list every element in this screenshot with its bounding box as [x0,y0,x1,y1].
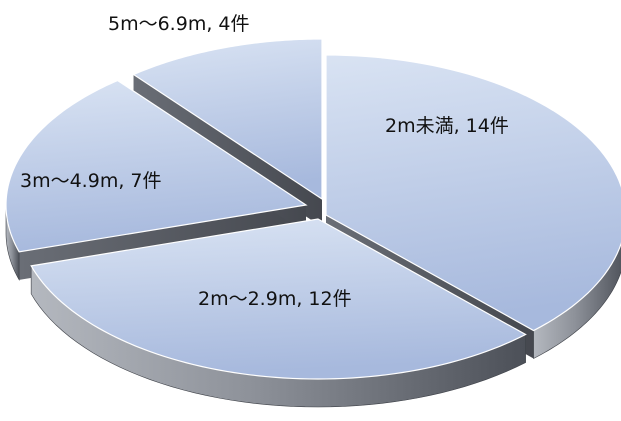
slice-label-3m-4.9m: 3m～4.9m, 7件 [20,170,162,192]
slice-2m-2.9m-top [30,218,527,380]
slice-under-2m-top [325,54,621,332]
slice-label-2m-2.9m: 2m～2.9m, 12件 [198,288,352,310]
slice-2m-2.9m [30,218,527,408]
slice-label-5m-6.9m: 5m～6.9m, 4件 [108,13,250,35]
slice-5m-6.9m-top [132,38,323,201]
slice-label-under-2m: 2m未満, 14件 [385,115,509,137]
slice-3m-4.9m-top [5,79,308,253]
